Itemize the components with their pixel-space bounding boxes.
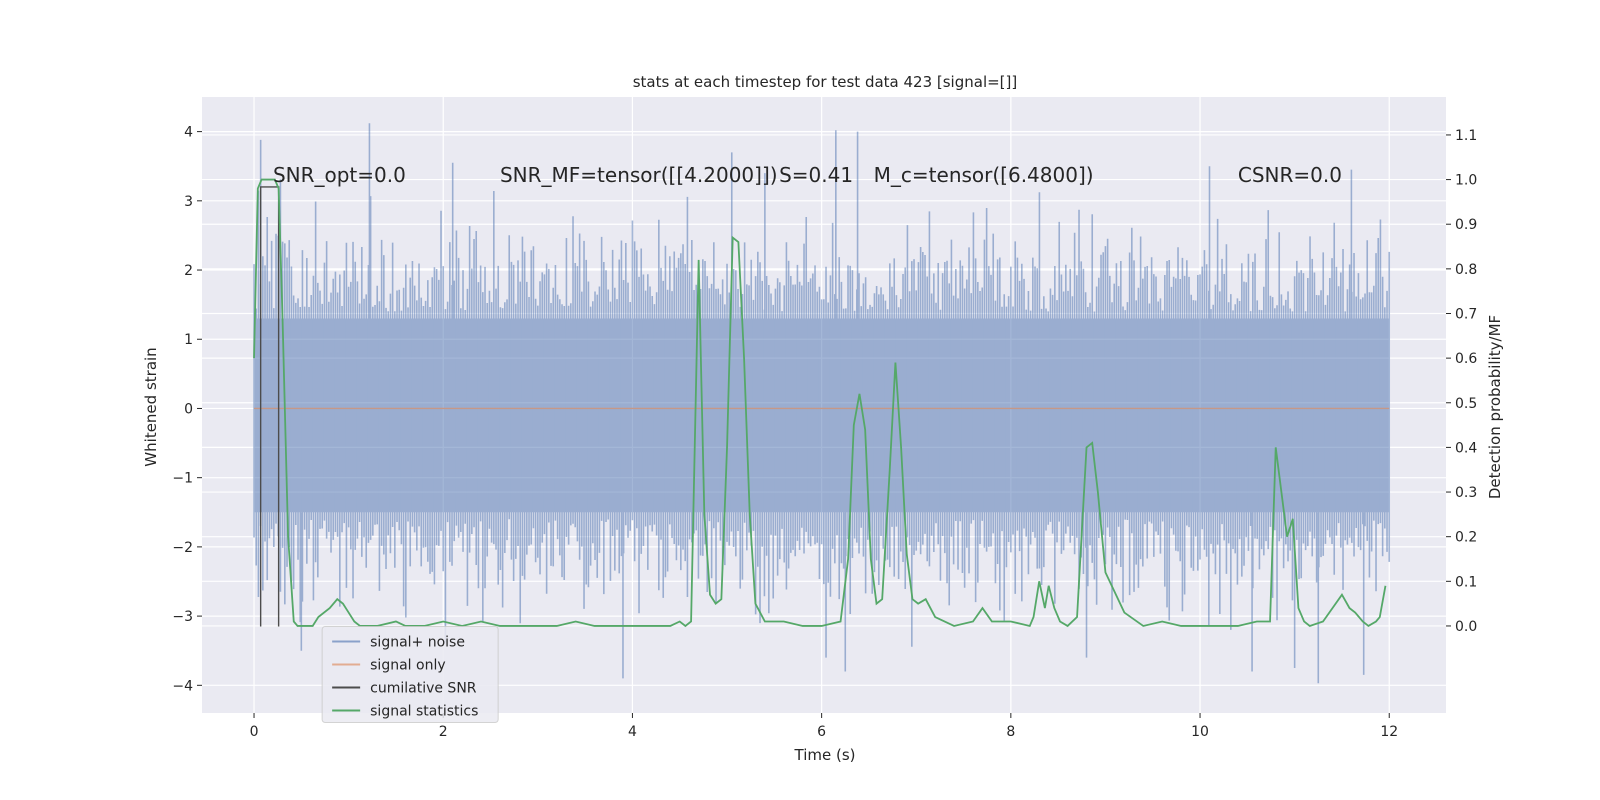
x-tick-label: 2: [439, 724, 448, 740]
legend-label: signal+ noise: [370, 634, 465, 650]
annotation-text: CSNR=0.0: [1238, 163, 1342, 187]
y-right-tick-label: 0.5: [1455, 396, 1477, 412]
y-right-tick-label: 0.0: [1455, 619, 1477, 635]
y-left-tick-label: −3: [172, 609, 193, 625]
chart-title: stats at each timestep for test data 423…: [633, 73, 1018, 91]
signal-statistics-line: [253, 178, 1387, 628]
y-left-tick-label: 3: [184, 194, 193, 210]
legend: signal+ noise signal only cumilative SNR si…: [321, 625, 499, 723]
y-left-tick-label: −2: [172, 540, 193, 556]
x-tick-label: 6: [817, 724, 826, 740]
annotation-text: S=0.41: [779, 163, 853, 187]
cumulative-snr-line: [259, 186, 280, 627]
y-left-tick-label: 1: [184, 332, 193, 348]
y-right-tick-label: 0.3: [1455, 485, 1477, 501]
x-axis-label: Time (s): [794, 746, 856, 764]
y-right-tick-label: 0.2: [1455, 530, 1477, 546]
y-right-tick-label: 0.9: [1455, 217, 1477, 233]
y-right-tick-label: 0.8: [1455, 262, 1477, 278]
annotation-text: M_c=tensor([6.4800]): [874, 163, 1094, 187]
y-axis-label-left: Whitened strain: [142, 347, 160, 466]
x-tick-label: 8: [1006, 724, 1015, 740]
y-axis-label-right: Detection probability/MF: [1486, 315, 1504, 499]
y-right-tick-label: 0.1: [1455, 574, 1477, 590]
y-left-tick-label: −4: [172, 678, 193, 694]
axes: 0 2 4 6 8 10 12−4−3−2−1012340.00.10.20.30.40.5…: [172, 125, 1477, 740]
y-left-tick-label: 0: [184, 401, 193, 417]
y-right-tick-label: 0.6: [1455, 351, 1477, 367]
legend-box: [321, 625, 499, 723]
y-right-tick-label: 1.0: [1455, 173, 1477, 189]
annotations: SNR_opt=0.0 SNR_MF=tensor([[4.2000]]) S=0.…: [273, 163, 1342, 187]
annotation-text: SNR_opt=0.0: [273, 163, 406, 187]
y-left-tick-label: 2: [184, 263, 193, 279]
x-tick-label: 4: [628, 724, 637, 740]
annotation-text: SNR_MF=tensor([[4.2000]]): [500, 163, 778, 187]
x-tick-label: 12: [1380, 724, 1398, 740]
x-tick-label: 10: [1191, 724, 1209, 740]
legend-label: signal statistics: [370, 703, 478, 719]
y-left-tick-label: −1: [172, 471, 193, 487]
legend-label: cumilative SNR: [370, 680, 477, 696]
y-left-tick-label: 4: [184, 125, 193, 141]
plot-series: [253, 123, 1391, 684]
y-right-tick-label: 0.7: [1455, 306, 1477, 322]
x-tick-label: 0: [250, 724, 259, 740]
y-right-tick-label: 1.1: [1455, 128, 1477, 144]
y-right-tick-label: 0.4: [1455, 440, 1477, 456]
legend-label: signal only: [370, 657, 445, 673]
